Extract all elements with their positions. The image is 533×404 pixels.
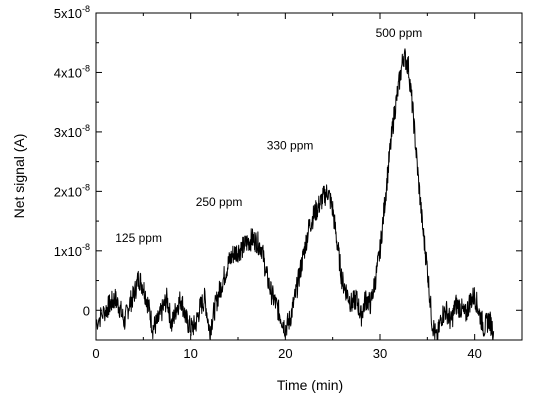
y-axis-ticks: 0 1x10-8 2x10-8 3x10-8 4x10-8 5x10-8	[54, 4, 522, 318]
peak-label: 500 ppm	[376, 26, 423, 40]
plot-frame	[95, 12, 523, 341]
signal-trace-line	[95, 48, 495, 341]
x-tick-label: 10	[183, 346, 197, 361]
y-tick-label: 2x10-8	[54, 182, 90, 199]
x-tick-label: 20	[278, 346, 292, 361]
x-tick-label: 30	[373, 346, 387, 361]
peak-label: 330 ppm	[267, 139, 314, 153]
y-tick-label: 0	[83, 303, 90, 318]
y-tick-label: 3x10-8	[54, 123, 90, 140]
y-axis-title: Net signal (A)	[11, 134, 27, 219]
annotations-layer: 125 ppm 250 ppm 330 ppm 500 ppm	[115, 26, 422, 245]
series-layer	[95, 48, 495, 341]
peak-label: 125 ppm	[115, 231, 162, 245]
x-tick-label: 0	[92, 346, 99, 361]
y-tick-label: 4x10-8	[54, 63, 90, 80]
x-axis-ticks: 0 10 20 30 40	[92, 13, 482, 361]
peak-label: 250 ppm	[196, 195, 243, 209]
y-tick-label: 1x10-8	[54, 242, 90, 259]
x-axis-title: Time (min)	[277, 377, 343, 393]
y-tick-label: 5x10-8	[54, 4, 90, 21]
x-tick-label: 40	[467, 346, 481, 361]
